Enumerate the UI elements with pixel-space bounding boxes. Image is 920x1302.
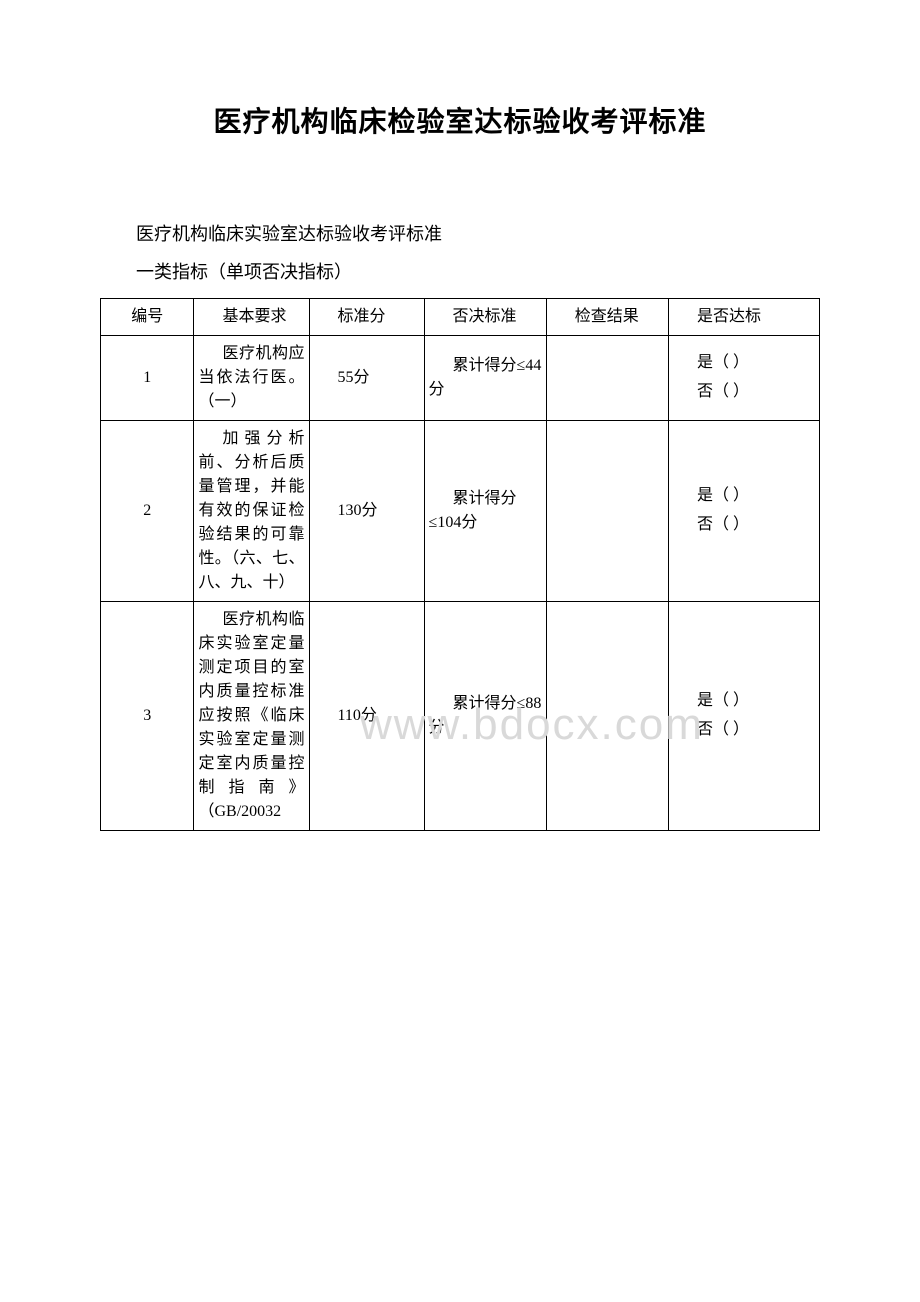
pass-no: 否（ ） (673, 716, 815, 745)
table-header-row: 编号 基本要求 标准分 否决标准 检查结果 是否达标 (101, 299, 820, 336)
table-row: 2 加强分析前、分析后质量管理，并能有效的保证检验结果的可靠性。（六、七、八、九… (101, 421, 820, 602)
cell-requirement: 医疗机构应当依法行医。（一） (194, 336, 309, 421)
pass-yes: 是（ ） (673, 482, 815, 511)
header-result: 检查结果 (546, 299, 668, 336)
cell-score: 110分 (309, 602, 424, 831)
pass-no: 否（ ） (673, 511, 815, 540)
pass-yes: 是（ ） (673, 687, 815, 716)
cell-requirement: 加强分析前、分析后质量管理，并能有效的保证检验结果的可靠性。（六、七、八、九、十… (194, 421, 309, 602)
header-requirement: 基本要求 (194, 299, 309, 336)
subtitle-text: 医疗机构临床实验室达标验收考评标准 (100, 220, 820, 246)
cell-score: 130分 (309, 421, 424, 602)
cell-reject: 累计得分≤88分 (424, 602, 546, 831)
cell-num: 2 (101, 421, 194, 602)
cell-score: 55分 (309, 336, 424, 421)
cell-pass: 是（ ） 否（ ） (668, 421, 819, 602)
cell-requirement: 医疗机构临床实验室定量测定项目的室内质量控标准应按照《临床实验室定量测定室内质量… (194, 602, 309, 831)
pass-no: 否（ ） (673, 378, 815, 407)
header-pass: 是否达标 (668, 299, 819, 336)
header-num: 编号 (101, 299, 194, 336)
cell-pass: 是（ ） 否（ ） (668, 336, 819, 421)
header-reject: 否决标准 (424, 299, 546, 336)
cell-reject: 累计得分≤104分 (424, 421, 546, 602)
cell-result (546, 421, 668, 602)
category-text: 一类指标（单项否决指标） (100, 258, 820, 284)
pass-yes: 是（ ） (673, 349, 815, 378)
cell-result (546, 336, 668, 421)
evaluation-table: 编号 基本要求 标准分 否决标准 检查结果 是否达标 1 医疗机构应当依法行医。… (100, 298, 820, 831)
page-title: 医疗机构临床检验室达标验收考评标准 (100, 100, 820, 140)
cell-num: 1 (101, 336, 194, 421)
table-row: 3 医疗机构临床实验室定量测定项目的室内质量控标准应按照《临床实验室定量测定室内… (101, 602, 820, 831)
cell-pass: 是（ ） 否（ ） (668, 602, 819, 831)
cell-num: 3 (101, 602, 194, 831)
table-row: 1 医疗机构应当依法行医。（一） 55分 累计得分≤44分 是（ ） 否（ ） (101, 336, 820, 421)
header-score: 标准分 (309, 299, 424, 336)
cell-result (546, 602, 668, 831)
cell-reject: 累计得分≤44分 (424, 336, 546, 421)
